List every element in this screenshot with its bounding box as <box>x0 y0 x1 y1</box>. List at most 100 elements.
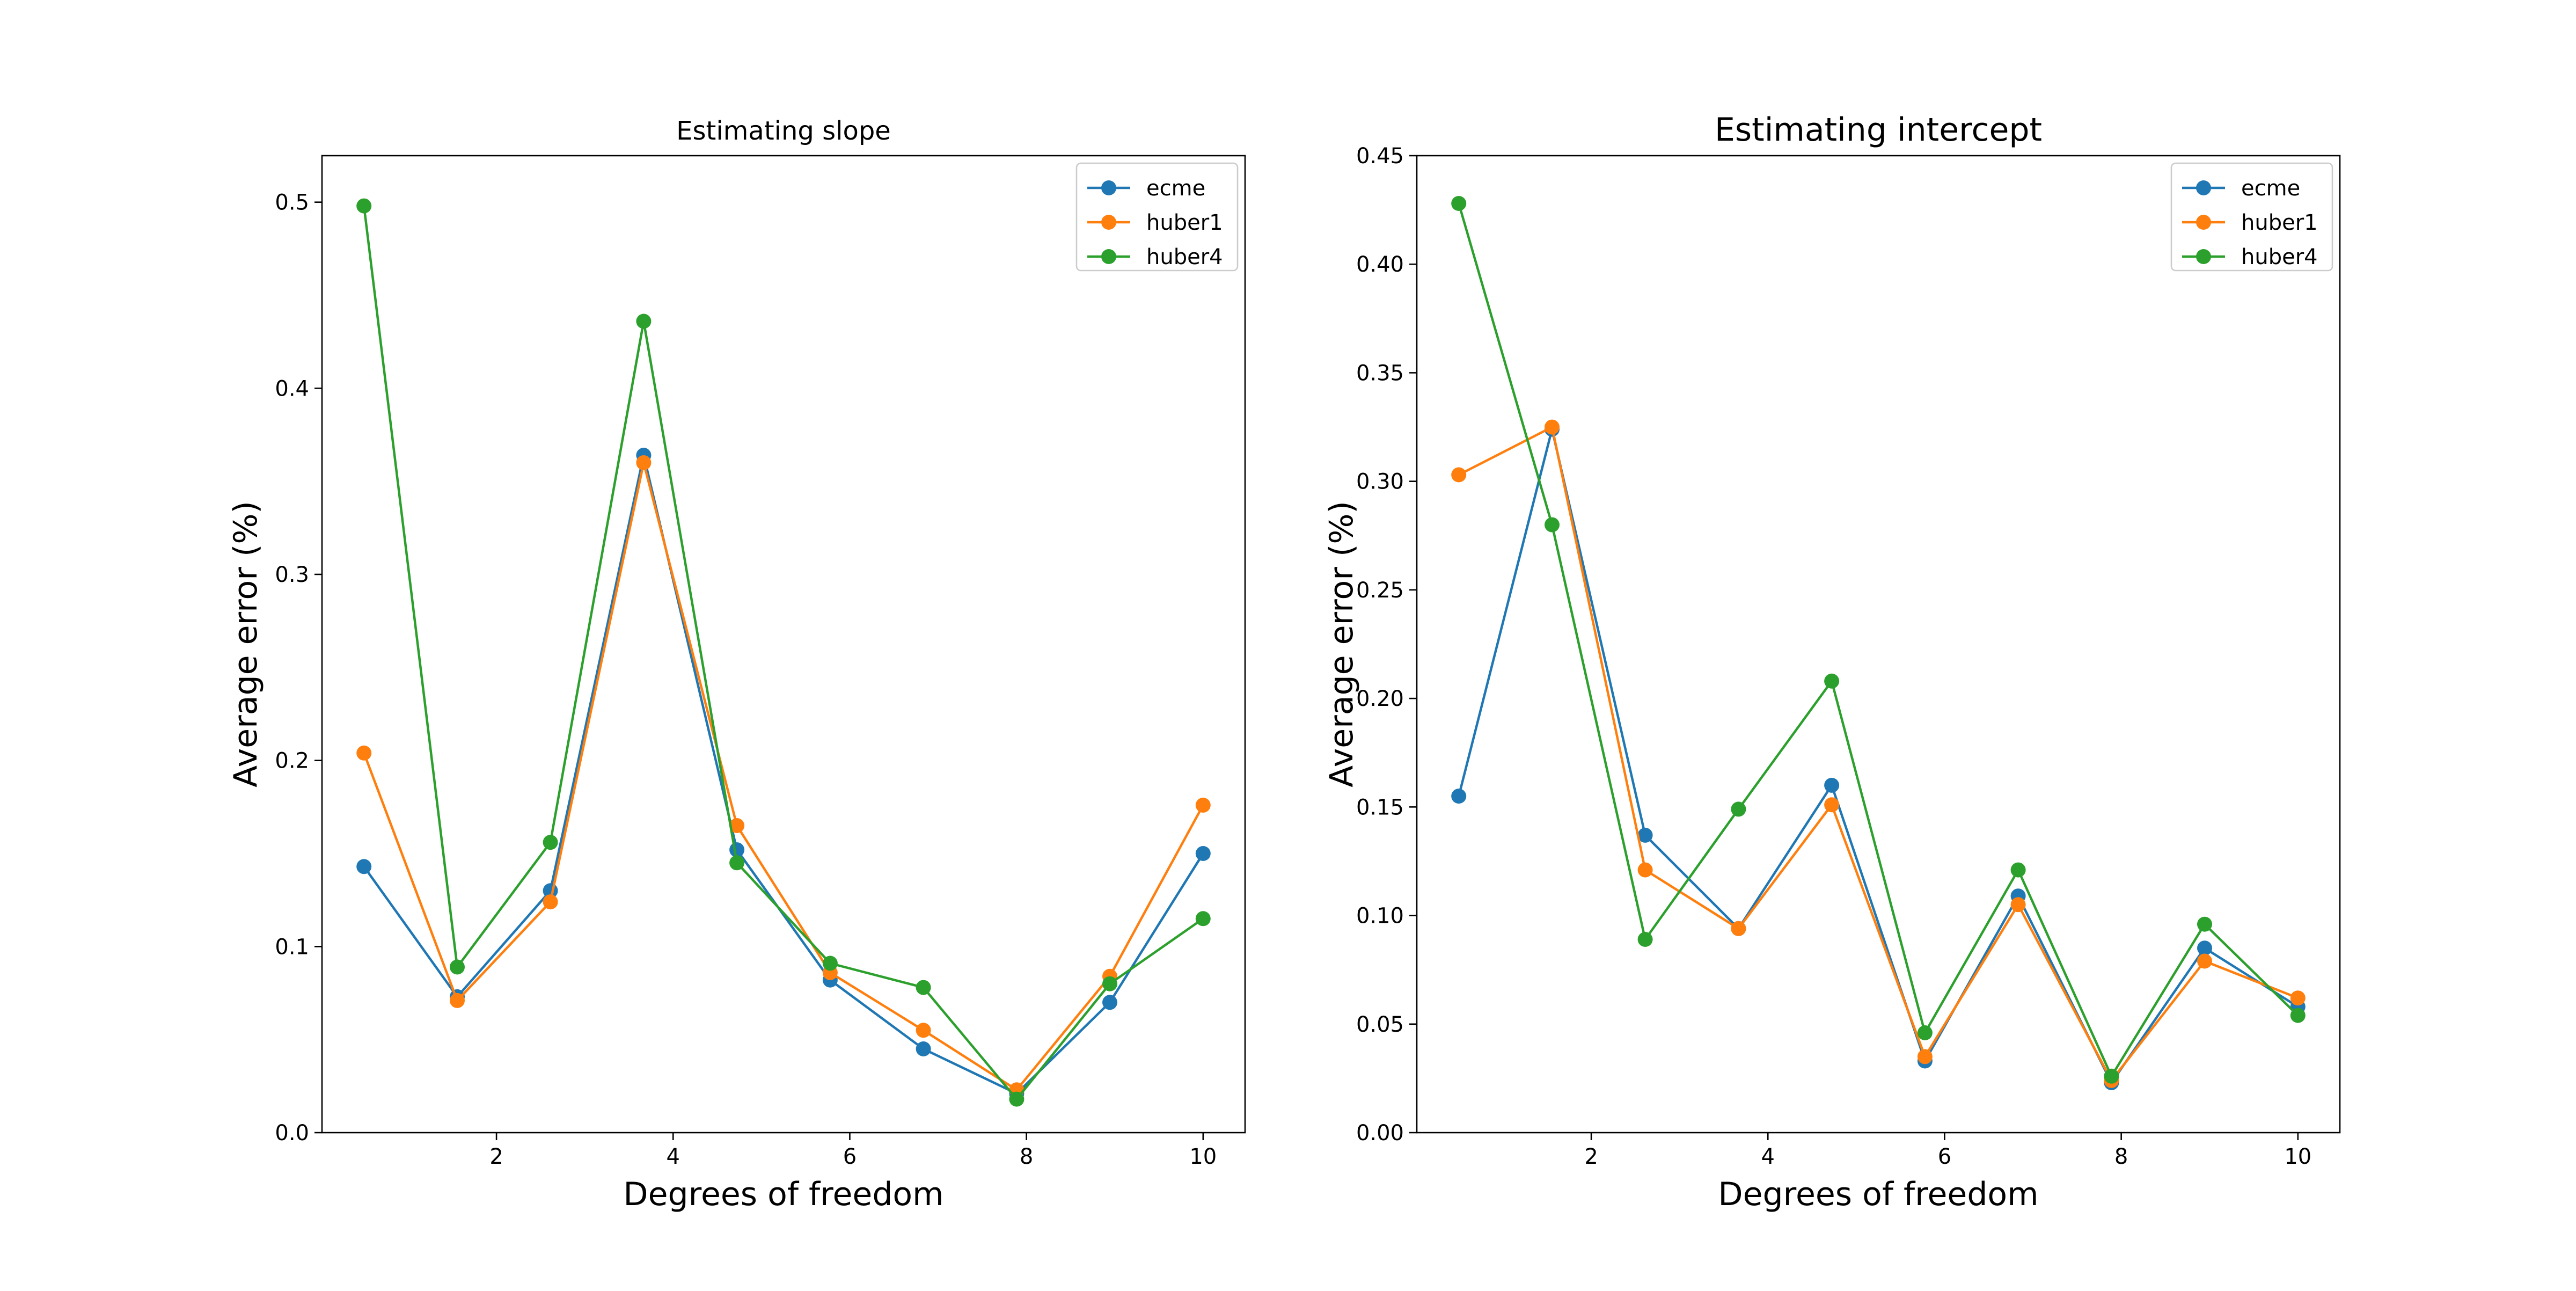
x-tick-label: 4 <box>1761 1144 1775 1169</box>
data-point-huber4 <box>916 980 931 995</box>
data-point-huber1 <box>450 993 465 1008</box>
y-tick-label: 0.10 <box>1356 904 1404 929</box>
data-point-huber1 <box>1917 1049 1933 1064</box>
legend-frame <box>1075 162 1239 272</box>
data-point-huber1 <box>916 1023 931 1038</box>
legend: ecme huber1 huber4 <box>1075 162 1239 272</box>
data-point-huber1 <box>2197 953 2212 969</box>
data-point-huber1 <box>1545 419 1560 435</box>
data-point-ecme <box>1451 789 1467 804</box>
y-tick-label: 0.20 <box>1356 687 1404 711</box>
data-point-huber1 <box>636 455 652 470</box>
data-point-ecme <box>1195 846 1211 861</box>
legend-swatch-marker <box>1101 249 1116 264</box>
x-axis-label: Degrees of freedom <box>623 1176 943 1213</box>
data-point-huber4 <box>1637 932 1653 947</box>
data-point-huber4 <box>822 956 838 971</box>
series-line-huber1 <box>363 461 1204 1091</box>
data-point-huber1 <box>1195 797 1211 813</box>
y-tick-label: 0.35 <box>1356 361 1404 385</box>
data-point-huber4 <box>1195 911 1211 927</box>
y-tick-label: 0.05 <box>1356 1012 1404 1037</box>
data-point-huber4 <box>1545 517 1560 533</box>
y-tick-label: 0.40 <box>1356 252 1404 277</box>
data-point-huber1 <box>1451 467 1467 483</box>
x-tick-label: 6 <box>843 1144 857 1169</box>
intercept-chart-panel: Estimating intercept Degrees of freedom … <box>1323 111 2341 1213</box>
x-axis-label: Degrees of freedom <box>1718 1176 2038 1213</box>
data-point-huber4 <box>543 835 558 850</box>
data-point-huber1 <box>356 745 372 761</box>
data-point-huber1 <box>1824 797 1840 813</box>
legend-frame <box>2170 162 2333 272</box>
data-point-huber1 <box>2010 897 2026 913</box>
x-tick-label: 4 <box>667 1144 680 1169</box>
y-tick-label: 0.2 <box>275 749 309 774</box>
legend-swatch-marker <box>2196 249 2211 264</box>
data-point-huber4 <box>450 959 465 975</box>
legend-swatch-marker <box>1101 215 1116 230</box>
x-tick-label: 10 <box>1189 1144 1217 1169</box>
data-point-ecme <box>729 842 745 858</box>
legend-swatch-marker <box>1101 180 1116 195</box>
data-point-huber1 <box>1731 921 1746 936</box>
slope-chart-panel: Estimating slope Degrees of freedom Aver… <box>227 116 1246 1213</box>
series-huber4 <box>1451 196 2306 1084</box>
data-point-huber4 <box>2104 1068 2119 1084</box>
series-huber4 <box>356 198 1211 1107</box>
series-huber1 <box>356 455 1211 1098</box>
legend-label-ecme: ecme <box>1146 176 1205 201</box>
series-line-huber1 <box>1458 426 2299 1082</box>
y-tick-label: 0.0 <box>275 1121 309 1146</box>
data-point-huber4 <box>1731 801 1746 817</box>
series-line-ecme <box>1458 428 2299 1084</box>
data-point-huber1 <box>543 894 558 910</box>
series-line-huber4 <box>362 206 1204 1100</box>
series-huber1 <box>1451 419 2306 1088</box>
x-tick-label: 2 <box>1584 1144 1598 1169</box>
data-point-ecme <box>1637 827 1653 843</box>
data-point-ecme <box>1824 777 1840 793</box>
plot-area-frame <box>1416 155 2341 1134</box>
legend-swatch-marker <box>2196 180 2211 195</box>
x-tick-label: 6 <box>1938 1144 1951 1169</box>
legend-label-huber4: huber4 <box>2241 245 2318 269</box>
data-point-huber4 <box>1824 673 1840 689</box>
legend-label-huber4: huber4 <box>1146 245 1223 269</box>
y-axis-label: Average error (%) <box>227 501 265 787</box>
y-tick-label: 0.3 <box>275 563 309 587</box>
data-point-ecme <box>1102 995 1117 1010</box>
y-tick-label: 0.30 <box>1356 470 1404 494</box>
data-point-huber4 <box>2290 1008 2306 1023</box>
plot-area-frame <box>321 155 1246 1134</box>
data-point-huber4 <box>1009 1091 1024 1107</box>
data-point-huber4 <box>1451 196 1467 211</box>
x-tick-label: 10 <box>2284 1144 2311 1169</box>
legend-label-ecme: ecme <box>2241 176 2300 201</box>
legend-label-huber1: huber1 <box>1146 210 1223 235</box>
y-axis-label: Average error (%) <box>1323 501 1360 787</box>
series-line-huber4 <box>1458 203 2299 1078</box>
series-ecme <box>356 448 1211 1102</box>
chart-title: Estimating intercept <box>1715 111 2042 149</box>
data-point-huber4 <box>356 198 372 214</box>
x-tick-label: 2 <box>489 1144 503 1169</box>
data-point-huber4 <box>1102 976 1117 991</box>
data-point-ecme <box>356 859 372 874</box>
data-point-huber1 <box>729 818 745 833</box>
data-point-huber4 <box>1917 1025 1933 1040</box>
legend: ecme huber1 huber4 <box>2170 162 2333 272</box>
y-tick-label: 0.25 <box>1356 578 1404 603</box>
data-point-ecme <box>2197 940 2212 956</box>
legend-swatch-marker <box>2196 215 2211 230</box>
chart-title: Estimating slope <box>676 116 891 146</box>
data-point-ecme <box>916 1041 931 1056</box>
x-tick-label: 8 <box>2114 1144 2128 1169</box>
y-tick-label: 0.4 <box>275 376 309 401</box>
data-point-huber4 <box>2010 862 2026 878</box>
y-tick-label: 0.45 <box>1356 144 1404 169</box>
y-tick-label: 0.15 <box>1356 795 1404 820</box>
y-tick-label: 0.1 <box>275 935 309 959</box>
